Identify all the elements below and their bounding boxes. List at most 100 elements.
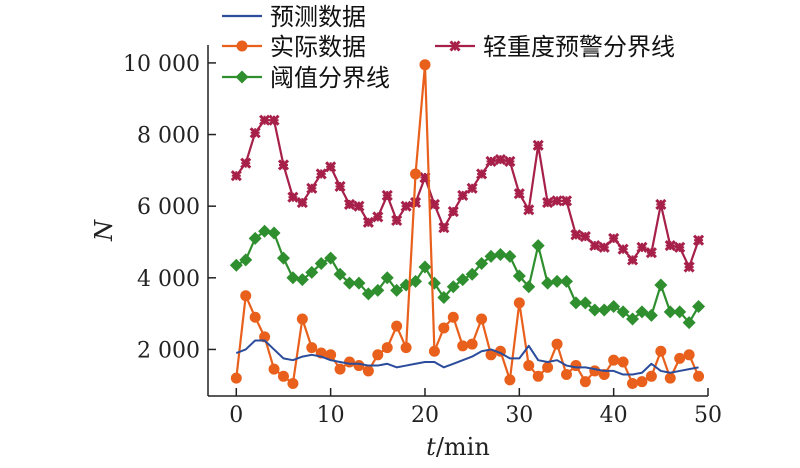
data-point <box>578 296 592 310</box>
data-point <box>344 356 356 368</box>
series-1 <box>230 59 705 389</box>
data-point <box>410 168 422 180</box>
data-point <box>589 240 601 252</box>
data-point <box>277 370 289 382</box>
data-point <box>457 340 469 352</box>
data-point <box>447 205 459 218</box>
data-point <box>276 251 290 265</box>
legend-label: 预测数据 <box>270 3 366 31</box>
data-point <box>325 161 337 173</box>
data-point <box>391 320 403 332</box>
data-point <box>447 311 459 323</box>
data-point <box>513 188 525 200</box>
data-point <box>466 338 478 350</box>
data-point <box>287 191 299 203</box>
data-point <box>400 200 412 212</box>
data-point <box>504 374 516 386</box>
data-point <box>259 331 271 343</box>
data-point <box>579 376 591 388</box>
data-point <box>541 276 555 290</box>
data-point <box>551 338 563 350</box>
data-point <box>617 243 629 255</box>
data-point <box>512 269 526 283</box>
data-point <box>306 182 318 194</box>
data-point <box>682 316 696 330</box>
data-point <box>475 256 489 270</box>
data-point <box>352 276 366 290</box>
data-point <box>570 229 582 241</box>
data-point <box>267 226 281 240</box>
data-point <box>627 377 639 389</box>
data-point <box>570 360 582 372</box>
data-point <box>655 198 667 210</box>
data-point <box>418 260 432 274</box>
x-tick-label: 50 <box>694 403 722 428</box>
data-point <box>579 231 591 243</box>
data-point <box>258 224 272 238</box>
data-point <box>513 297 525 309</box>
data-point <box>248 231 262 245</box>
data-point <box>607 299 621 313</box>
data-point <box>372 211 384 223</box>
data-point <box>277 159 290 171</box>
data-point <box>428 345 440 357</box>
data-point <box>608 354 620 366</box>
y-tick-label: 8 000 <box>137 124 200 149</box>
data-point <box>589 365 601 377</box>
data-point <box>466 182 478 194</box>
data-point <box>371 283 385 297</box>
data-point <box>314 256 328 270</box>
series-layer <box>229 59 706 389</box>
legend-label: 阈值分界线 <box>270 64 390 92</box>
data-point <box>268 363 280 375</box>
data-point <box>381 189 393 201</box>
data-point <box>550 274 564 288</box>
y-tick-label: 6 000 <box>137 195 200 220</box>
axes: 2 000 4 000 6 000 8 000 10 000 0 10 20 30 40 50 t/m… <box>90 45 722 461</box>
data-point <box>409 274 423 288</box>
data-point <box>456 273 470 287</box>
data-point <box>353 200 365 212</box>
legend-marker <box>235 70 249 84</box>
series-2 <box>230 114 705 273</box>
data-point <box>674 241 686 253</box>
x-tick-label: 30 <box>505 403 533 428</box>
data-point <box>428 198 440 210</box>
legend-item-1: 实际数据 <box>222 33 366 61</box>
data-point <box>683 349 695 361</box>
data-point <box>560 369 572 381</box>
series-3 <box>229 224 706 330</box>
data-point <box>427 276 441 290</box>
data-point <box>240 290 252 302</box>
data-point <box>295 273 309 287</box>
data-point <box>616 305 630 319</box>
data-point <box>333 267 347 281</box>
data-point <box>523 204 535 216</box>
data-point <box>636 241 648 253</box>
legend-label: 轻重度预警分界线 <box>483 33 675 61</box>
data-point <box>409 197 422 209</box>
data-point <box>230 170 242 182</box>
data-point <box>598 369 610 381</box>
data-point <box>560 195 573 207</box>
data-point <box>390 283 404 297</box>
data-point <box>229 258 243 272</box>
data-point <box>239 253 253 267</box>
y-tick-label: 10 000 <box>123 52 200 77</box>
legend-item-3: 阈值分界线 <box>222 64 390 92</box>
data-point <box>654 278 668 292</box>
data-point <box>268 114 280 126</box>
data-point <box>240 157 252 169</box>
data-point <box>476 168 488 180</box>
data-point <box>693 234 705 246</box>
data-point <box>249 127 261 139</box>
y-tick-label: 4 000 <box>137 267 200 292</box>
data-point <box>626 254 639 266</box>
data-point <box>362 216 374 228</box>
data-point <box>315 168 327 180</box>
data-point <box>438 222 450 234</box>
data-point <box>617 356 629 368</box>
data-point <box>306 342 318 354</box>
